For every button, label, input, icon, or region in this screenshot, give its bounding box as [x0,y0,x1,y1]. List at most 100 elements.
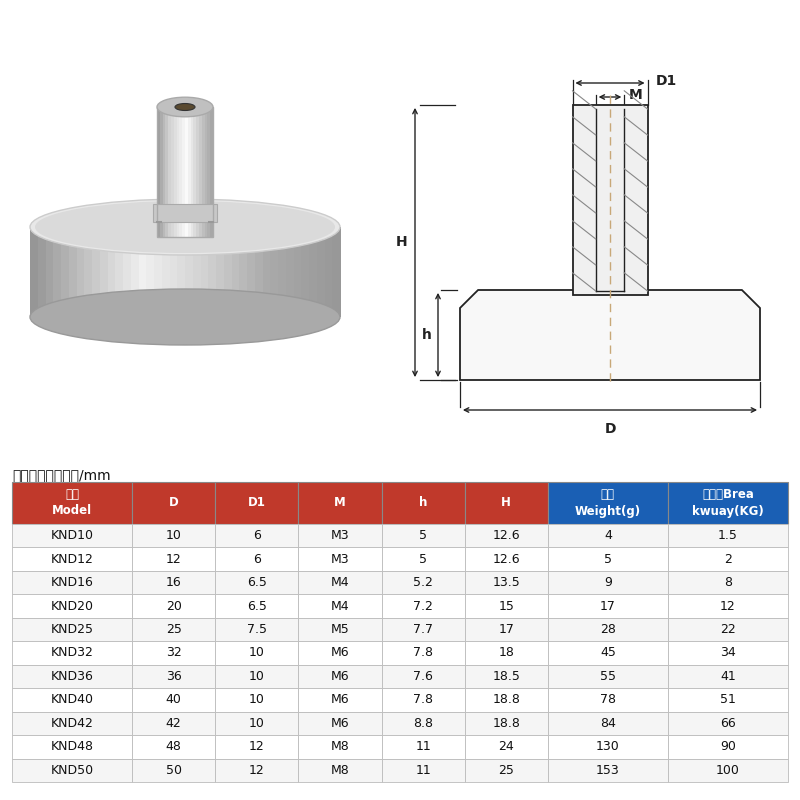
Bar [465,547,548,571]
Text: 2: 2 [724,553,732,566]
Text: KND16: KND16 [50,576,94,589]
Text: D: D [169,497,178,510]
Bar [12,618,132,642]
Bar [12,642,132,665]
Bar [138,227,147,317]
Bar [298,758,382,782]
Bar [100,227,109,317]
Bar [154,227,162,317]
Bar [193,227,202,317]
Bar [298,482,382,524]
Bar [215,571,298,594]
Bar [465,618,548,642]
Text: M8: M8 [330,740,350,754]
Bar [69,227,78,317]
Bar [132,547,215,571]
Bar [548,547,668,571]
Text: M3: M3 [330,530,350,542]
Bar [182,107,186,237]
Text: KND32: KND32 [50,646,94,659]
Text: 15: 15 [498,599,514,613]
Text: 42: 42 [166,717,182,730]
Text: KND48: KND48 [50,740,94,754]
Bar [278,227,286,317]
Text: 1.5: 1.5 [718,530,738,542]
Bar [157,107,161,237]
Text: KND36: KND36 [50,670,94,683]
Bar [298,712,382,735]
Text: 12: 12 [166,553,182,566]
Text: D1: D1 [248,497,266,510]
Bar [38,227,46,317]
Text: 32: 32 [166,646,182,659]
Bar [215,482,298,524]
Bar [668,482,788,524]
Text: 16: 16 [166,576,182,589]
Bar [174,107,178,237]
Text: 12: 12 [249,764,265,777]
Bar [382,665,465,688]
Text: 12.6: 12.6 [493,553,520,566]
Text: 6: 6 [253,553,261,566]
Bar [157,107,213,237]
Text: D: D [604,422,616,436]
FancyBboxPatch shape [30,227,340,317]
Text: 5: 5 [419,530,427,542]
Text: 20: 20 [166,599,182,613]
Bar [325,227,334,317]
Bar [465,688,548,712]
Bar [298,571,382,594]
Text: 25: 25 [166,623,182,636]
Text: 28: 28 [600,623,616,636]
Text: 7.6: 7.6 [413,670,433,683]
Bar [298,688,382,712]
Bar [298,524,382,547]
Bar [115,227,124,317]
Text: 10: 10 [249,670,265,683]
Text: 8.8: 8.8 [413,717,433,730]
Text: 13.5: 13.5 [492,576,520,589]
Bar [382,482,465,524]
Bar [298,735,382,758]
Bar [12,712,132,735]
Bar [215,758,298,782]
Bar [668,758,788,782]
Text: 41: 41 [720,670,736,683]
Bar [247,227,256,317]
Text: M4: M4 [330,576,350,589]
Ellipse shape [30,199,340,255]
Bar [465,594,548,618]
Bar [12,482,132,524]
Bar [162,227,170,317]
PathPatch shape [460,290,760,380]
Bar [239,227,248,317]
Text: 48: 48 [166,740,182,754]
Ellipse shape [30,289,340,345]
Bar [668,524,788,547]
Text: 84: 84 [600,717,616,730]
Text: 12: 12 [720,599,736,613]
Bar [179,107,183,237]
Bar [199,107,203,237]
Bar [465,758,548,782]
Bar [185,227,194,317]
Bar [302,227,310,317]
Bar [77,227,86,317]
Text: 5.2: 5.2 [413,576,433,589]
Text: 100: 100 [716,764,740,777]
Bar [548,594,668,618]
Bar [12,688,132,712]
Bar [178,227,186,317]
Text: M3: M3 [330,553,350,566]
Bar [382,712,465,735]
Text: M6: M6 [330,694,350,706]
Bar [465,665,548,688]
Text: 66: 66 [720,717,736,730]
Bar [548,665,668,688]
Text: 10: 10 [249,717,265,730]
Text: 50: 50 [166,764,182,777]
Bar [668,712,788,735]
Text: 90: 90 [720,740,736,754]
Bar [132,665,215,688]
Bar [132,594,215,618]
